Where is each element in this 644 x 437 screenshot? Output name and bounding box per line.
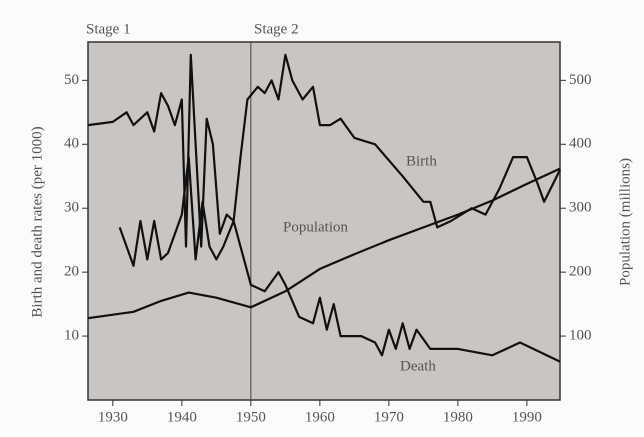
- y2-axis-label: Population (millions): [617, 158, 633, 286]
- y2-tick-label: 500: [569, 72, 592, 88]
- x-tick-label: 1950: [236, 409, 266, 425]
- series-label: Population: [283, 219, 349, 235]
- y-tick-label: 10: [64, 328, 79, 344]
- y-tick-label: 40: [64, 136, 79, 152]
- x-tick-label: 1930: [98, 409, 128, 425]
- series-line: [118, 156, 561, 363]
- y-tick-label: 30: [64, 200, 79, 216]
- series-label: Birth: [406, 153, 437, 169]
- y2-tick-label: 400: [569, 136, 592, 152]
- x-tick-label: 1960: [305, 409, 335, 425]
- stage-label: Stage 2: [254, 21, 299, 37]
- y-axis-label: Birth and death rates (per 1000): [29, 126, 45, 317]
- y-tick-label: 50: [64, 72, 79, 88]
- series-label: Death: [400, 358, 436, 374]
- x-tick-label: 1970: [374, 409, 404, 425]
- y2-tick-label: 300: [569, 200, 592, 216]
- x-tick-label: 1980: [443, 409, 473, 425]
- x-tick-label: 1990: [512, 409, 542, 425]
- x-tick-label: 1940: [167, 409, 197, 425]
- stage-label: Stage 1: [86, 21, 131, 37]
- series-line: [87, 53, 561, 248]
- y2-tick-label: 100: [569, 328, 592, 344]
- y2-tick-label: 200: [569, 264, 592, 280]
- series-line: [87, 167, 561, 320]
- y-tick-label: 20: [64, 264, 79, 280]
